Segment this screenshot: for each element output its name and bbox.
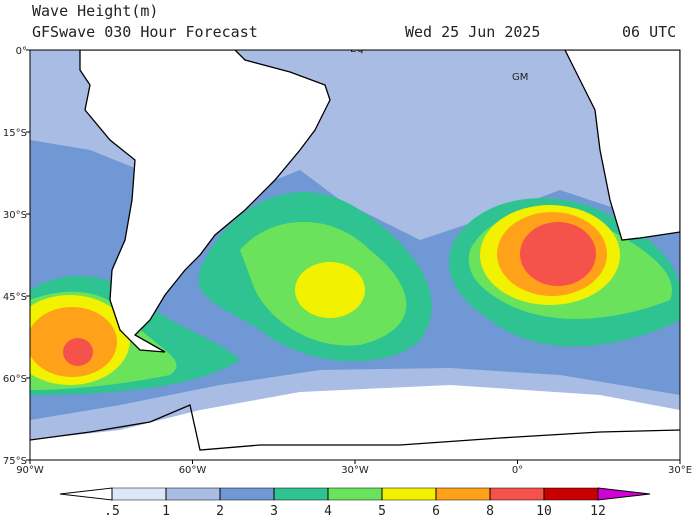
south-america <box>79 50 331 353</box>
map-area: EQ GM <box>30 44 680 460</box>
y-tick-label: 0° <box>16 46 27 57</box>
africa <box>564 50 680 241</box>
colorbar-label: 3 <box>270 504 278 519</box>
annotation: EQ <box>350 44 364 55</box>
x-tick-label: 30°W <box>341 465 369 476</box>
colorbar-under <box>59 487 113 501</box>
y-tick-label: 60°S <box>3 374 27 385</box>
colorbar-label: 8 <box>486 504 494 519</box>
colorbar-label: 2 <box>216 504 224 519</box>
x-tick-label: 90°W <box>16 465 44 476</box>
colorbar-over <box>597 487 651 501</box>
title: Wave Height(m) <box>32 2 158 20</box>
wave-8-10 <box>520 222 596 286</box>
colorbar-bin <box>381 487 437 501</box>
colorbar-bin <box>273 487 329 501</box>
colorbar-label: 4 <box>324 504 332 519</box>
colorbar-bin <box>543 487 599 501</box>
colorbar-bin <box>111 487 167 501</box>
colorbar-label: 12 <box>590 504 606 519</box>
subtitle: GFSwave 030 Hour Forecast <box>32 23 258 41</box>
y-tick-label: 15°S <box>3 128 27 139</box>
wave-5-6 <box>295 262 365 318</box>
colorbar-bin <box>435 487 491 501</box>
colorbar-label: .5 <box>104 504 120 519</box>
colorbar-bin <box>327 487 383 501</box>
date: Wed 25 Jun 2025 <box>405 23 540 41</box>
colorbar-label: 6 <box>432 504 440 519</box>
colorbar-label: 10 <box>536 504 552 519</box>
colorbar-label: 1 <box>162 504 170 519</box>
y-tick-label: 30°S <box>3 210 27 221</box>
x-tick-label: 30°E <box>668 465 692 476</box>
colorbar-bin <box>219 487 275 501</box>
colorbar-label: 5 <box>378 504 386 519</box>
wave-below-05 <box>30 385 680 460</box>
x-tick-label: 0° <box>512 465 523 476</box>
time: 06 UTC <box>622 23 676 41</box>
wave-8-10 <box>63 338 93 366</box>
colorbar-bin <box>489 487 545 501</box>
y-tick-label: 75°S <box>3 456 27 467</box>
antarctica-coast <box>30 404 680 451</box>
colorbar-bin <box>165 487 221 501</box>
annotation: GM <box>512 72 528 83</box>
x-tick-label: 60°W <box>179 465 207 476</box>
y-tick-label: 45°S <box>3 292 27 303</box>
